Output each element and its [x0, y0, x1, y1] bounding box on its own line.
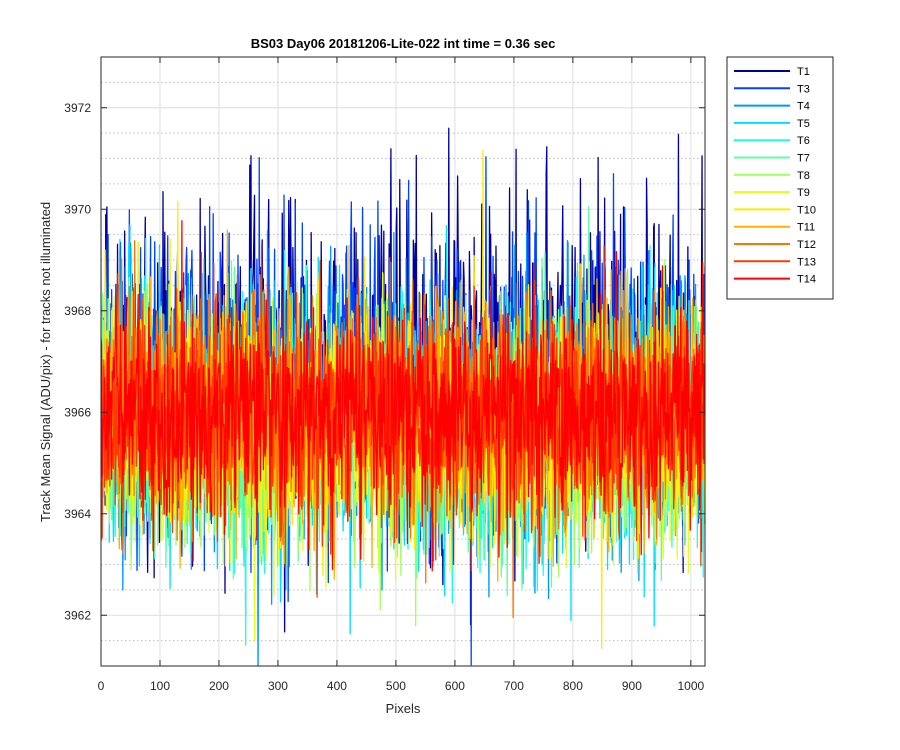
legend-label-t5: T5 — [797, 118, 810, 130]
legend-label-t12: T12 — [797, 239, 816, 251]
plot-frame — [100, 56, 706, 667]
x-tick-label: 700 — [504, 679, 524, 693]
legend-label-t3: T3 — [797, 83, 810, 95]
x-tick-label: 100 — [150, 679, 170, 693]
y-tick-label: 3972 — [64, 101, 91, 115]
x-tick-label: 400 — [327, 679, 347, 693]
x-tick-label: 500 — [386, 679, 406, 693]
series-lines — [101, 127, 705, 666]
data-region — [101, 127, 705, 666]
y-tick-label: 3970 — [64, 202, 91, 216]
legend-label-t11: T11 — [797, 222, 815, 234]
legend: T1 T3 T4 T5 T6 T7 T8 T9 T10 T11 T12 T13 T14 — [726, 56, 834, 300]
y-axis-label: Track Mean Signal (ADU/pix) - for tracks… — [38, 202, 53, 522]
axis-ticks: 0 100 200 300 400 500 600 700 800 900 1000 3962 3964… — [64, 57, 705, 693]
legend-label-t7: T7 — [797, 153, 810, 165]
legend-label-t8: T8 — [797, 170, 810, 182]
legend-box — [726, 56, 834, 300]
legend-label-t9: T9 — [797, 187, 810, 199]
x-tick-label: 300 — [268, 679, 288, 693]
legend-label-t10: T10 — [797, 204, 816, 216]
x-tick-label: 1000 — [677, 679, 704, 693]
legend-label-t13: T13 — [797, 256, 816, 268]
legend-label-t1: T1 — [797, 66, 810, 78]
x-tick-label: 900 — [622, 679, 642, 693]
x-tick-label: 800 — [563, 679, 583, 693]
y-tick-label: 3966 — [64, 405, 91, 419]
series-line-t14 — [101, 220, 705, 572]
x-tick-label: 0 — [98, 679, 105, 693]
y-tick-label: 3968 — [64, 304, 91, 318]
chart-title: BS03 Day06 20181206-Lite-022 int time = … — [251, 36, 556, 51]
plot-area: 0 100 200 300 400 500 600 700 800 900 1000 3962 3964… — [64, 56, 706, 693]
legend-label-t6: T6 — [797, 135, 810, 147]
x-tick-label: 200 — [209, 679, 229, 693]
y-tick-label: 3962 — [64, 608, 91, 622]
x-axis-label: Pixels — [386, 701, 421, 716]
legend-label-t4: T4 — [797, 101, 810, 113]
legend-label-t14: T14 — [797, 274, 816, 286]
y-tick-label: 3964 — [64, 507, 91, 521]
x-tick-label: 600 — [445, 679, 465, 693]
